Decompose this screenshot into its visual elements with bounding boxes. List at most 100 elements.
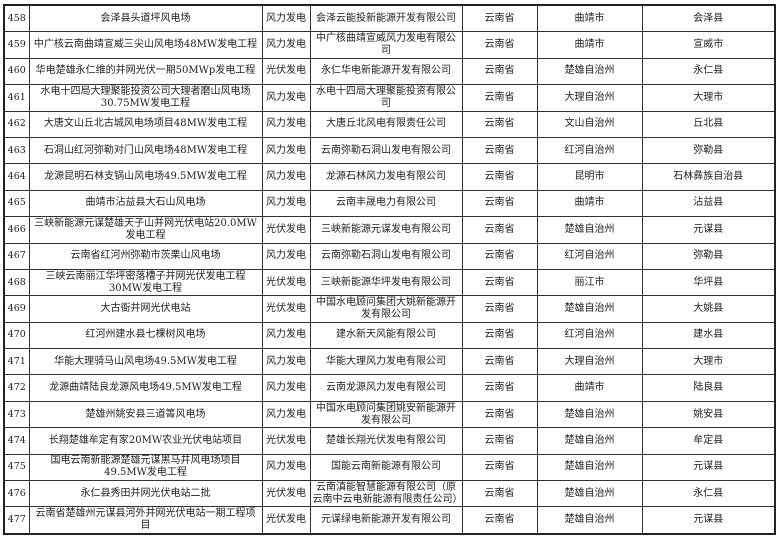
row-number-cell: 475: [3, 453, 30, 482]
company-name-cell: 国能云南新能源有限公司: [309, 453, 463, 482]
county-cell: 牟定县: [641, 427, 776, 455]
row-number-cell: 469: [3, 295, 30, 323]
project-name-cell: 龙源曲靖陆良龙源风电场49.5MW发电工程: [28, 374, 263, 402]
company-name-cell: 元谋绿电新能源开发有限公司: [309, 506, 463, 535]
table-row: 466 三峡新能源元谋楚雄天子山并网光伏电站20.0MW发电工程 光伏发电 三峡新能源…: [3, 216, 776, 244]
county-cell: 大理市: [641, 348, 776, 376]
province-cell: 云南省: [461, 348, 538, 376]
county-cell: 姚安县: [641, 400, 776, 429]
company-name-cell: 大唐丘北风电有限责任公司: [309, 110, 463, 138]
table-row: 458 会泽县头道坪风电场 风力发电 会泽云能投新能源开发有限公司 云南省 曲靖市 会泽县: [3, 4, 776, 33]
company-name-cell: 建水新天风能有限公司: [309, 321, 463, 350]
company-name-cell: 三峡新能源华坪发电有限公司: [309, 268, 463, 297]
company-name-cell: 中国水电顾问集团大姚新能源开发有限公司: [309, 295, 463, 323]
row-number-cell: 472: [3, 374, 30, 402]
city-cell: 红河自治州: [536, 242, 643, 270]
county-cell: 大姚县: [641, 295, 776, 323]
company-name-cell: 会泽云能投新能源开发有限公司: [309, 4, 463, 33]
row-number-cell: 467: [3, 242, 30, 270]
table-row: 469 大古衙并网光伏电站 光伏发电 中国水电顾问集团大姚新能源开发有限公司 云南省 楚雄…: [3, 295, 776, 323]
province-cell: 云南省: [461, 4, 538, 33]
company-name-cell: 三峡新能源元谋发电有限公司: [309, 216, 463, 244]
city-cell: 昆明市: [536, 163, 643, 191]
province-cell: 云南省: [461, 110, 538, 138]
generation-type-cell: 风力发电: [261, 31, 311, 59]
city-cell: 曲靖市: [536, 374, 643, 402]
city-cell: 楚雄自治州: [536, 216, 643, 244]
city-cell: 文山自治州: [536, 110, 643, 138]
project-name-cell: 国电云南新能源楚雄元谋黑马井风电场项目49.5MW发电工程: [28, 453, 263, 482]
generation-type-cell: 光伏发电: [261, 427, 311, 455]
province-cell: 云南省: [461, 163, 538, 191]
generation-type-cell: 风力发电: [261, 110, 311, 138]
project-name-cell: 长翔楚雄牟定有家20MW农业光伏电站项目: [28, 427, 263, 455]
project-name-cell: 石洞山红河弥勒对门山风电场48MW发电工程: [28, 136, 263, 165]
project-name-cell: 云南省红河州弥勒市茨栗山风电场: [28, 242, 263, 270]
city-cell: 楚雄自治州: [536, 295, 643, 323]
company-name-cell: 云南弥勒石洞山发电有限公司: [309, 242, 463, 270]
table-row: 477 云南省楚雄州元谋县河外并网光伏电站一期工程项目 光伏发电 元谋绿电新能源开发有…: [3, 506, 776, 535]
generation-type-cell: 光伏发电: [261, 268, 311, 297]
city-cell: 曲靖市: [536, 31, 643, 59]
city-cell: 曲靖市: [536, 189, 643, 218]
county-cell: 永仁县: [641, 480, 776, 508]
generation-type-cell: 风力发电: [261, 321, 311, 350]
generation-type-cell: 风力发电: [261, 84, 311, 112]
row-number-cell: 465: [3, 189, 30, 218]
table-row: 474 长翔楚雄牟定有家20MW农业光伏电站项目 光伏发电 楚雄长翔光伏发电有限公司云…: [3, 427, 776, 455]
table-row: 463 石洞山红河弥勒对门山风电场48MW发电工程 风力发电 云南弥勒石洞山发电有限公…: [3, 136, 776, 165]
row-number-cell: 464: [3, 163, 30, 191]
city-cell: 楚雄自治州: [536, 480, 643, 508]
county-cell: 华坪县: [641, 268, 776, 297]
table-body: 458 会泽县头道坪风电场 风力发电 会泽云能投新能源开发有限公司 云南省 曲靖市 会泽县 4…: [3, 4, 776, 535]
county-cell: 会泽县: [641, 4, 776, 33]
company-name-cell: 华能大理风力发电有限公司: [309, 348, 463, 376]
project-name-cell: 云南省楚雄州元谋县河外并网光伏电站一期工程项目: [28, 506, 263, 535]
generation-type-cell: 风力发电: [261, 348, 311, 376]
row-number-cell: 459: [3, 31, 30, 59]
company-name-cell: 云南龙源风力发电有限公司: [309, 374, 463, 402]
project-name-cell: 会泽县头道坪风电场: [28, 4, 263, 33]
project-name-cell: 曲靖市沾益县大石山风电场: [28, 189, 263, 218]
table-row: 472 龙源曲靖陆良龙源风电场49.5MW发电工程 风力发电 云南龙源风力发电有限公司…: [3, 374, 776, 402]
generation-type-cell: 风力发电: [261, 400, 311, 429]
project-name-cell: 龙源昆明石林支锅山风电场49.5MW发电工程: [28, 163, 263, 191]
county-cell: 丘北县: [641, 110, 776, 138]
city-cell: 红河自治州: [536, 321, 643, 350]
company-name-cell: 楚雄长翔光伏发电有限公司: [309, 427, 463, 455]
company-name-cell: 水电十四局大理聚能投资有限公司: [309, 84, 463, 112]
row-number-cell: 477: [3, 506, 30, 535]
city-cell: 大理自治州: [536, 348, 643, 376]
province-cell: 云南省: [461, 295, 538, 323]
table-row: 475 国电云南新能源楚雄元谋黑马井风电场项目49.5MW发电工程 风力发电 国能云南…: [3, 453, 776, 482]
county-cell: 元谋县: [641, 506, 776, 535]
city-cell: 楚雄自治州: [536, 57, 643, 86]
table-row: 470 红河州建水县七棵树风电场 风力发电 建水新天风能有限公司 云南省 红河自治州 建水县: [3, 321, 776, 350]
row-number-cell: 460: [3, 57, 30, 86]
row-number-cell: 461: [3, 84, 30, 112]
table-row: 464 龙源昆明石林支锅山风电场49.5MW发电工程 风力发电 龙源石林风力发电有限公…: [3, 163, 776, 191]
project-name-cell: 永仁县秀田并网光伏电站二批: [28, 480, 263, 508]
project-name-cell: 红河州建水县七棵树风电场: [28, 321, 263, 350]
row-number-cell: 466: [3, 216, 30, 244]
county-cell: 元谋县: [641, 216, 776, 244]
county-cell: 石林彝族自治县: [641, 163, 776, 191]
generation-type-cell: 风力发电: [261, 136, 311, 165]
table-row: 465 曲靖市沾益县大石山风电场 风力发电 云南丰晟电力有限公司 云南省 曲靖市 沾益县: [3, 189, 776, 218]
city-cell: 红河自治州: [536, 136, 643, 165]
generation-type-cell: 风力发电: [261, 242, 311, 270]
generation-type-cell: 光伏发电: [261, 57, 311, 86]
project-name-cell: 水电十四局大理聚能投资公司大理者磨山风电场30.75MW发电工程: [28, 84, 263, 112]
county-cell: 沾益县: [641, 189, 776, 218]
city-cell: 楚雄自治州: [536, 506, 643, 535]
project-table: 458 会泽县头道坪风电场 风力发电 会泽云能投新能源开发有限公司 云南省 曲靖市 会泽县 4…: [3, 4, 776, 535]
table-row: 467 云南省红河州弥勒市茨栗山风电场 风力发电 云南弥勒石洞山发电有限公司 云南省 红河…: [3, 242, 776, 270]
county-cell: 大理市: [641, 84, 776, 112]
row-number-cell: 468: [3, 268, 30, 297]
city-cell: 丽江市: [536, 268, 643, 297]
company-name-cell: 云南弥勒石洞山发电有限公司: [309, 136, 463, 165]
province-cell: 云南省: [461, 400, 538, 429]
generation-type-cell: 光伏发电: [261, 506, 311, 535]
generation-type-cell: 光伏发电: [261, 216, 311, 244]
province-cell: 云南省: [461, 57, 538, 86]
